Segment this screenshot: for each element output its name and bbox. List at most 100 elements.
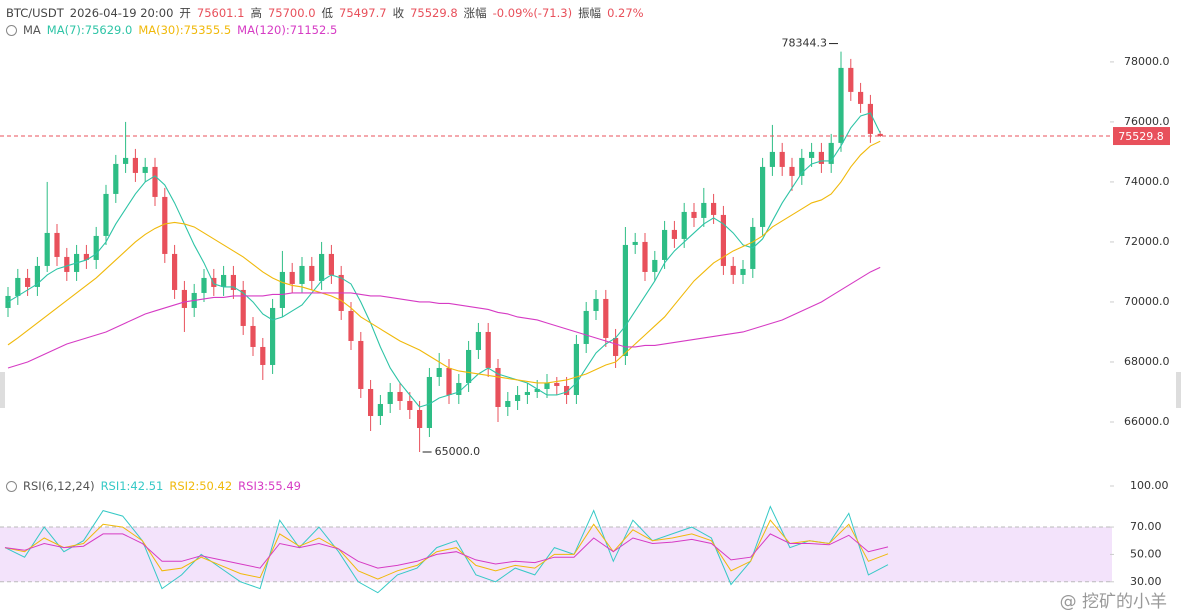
y-tick-label: 78000.0 [1124, 55, 1170, 68]
toggle-icon[interactable] [6, 480, 17, 492]
candle-body [809, 151, 815, 158]
y-tick-label: 72000.0 [1124, 235, 1170, 248]
candle-body [289, 271, 295, 284]
candle-body [201, 277, 207, 293]
candle-body [858, 91, 864, 104]
candle-body [328, 253, 334, 275]
y-tick-label: 74000.0 [1124, 175, 1170, 188]
candle-body [377, 403, 383, 416]
header-item: -0.09%(-71.3) [492, 6, 573, 20]
header-item: BTC/USDT [6, 6, 64, 20]
legend-entry: MA(30):75355.5 [138, 23, 232, 37]
last-price-label: 75529.8 [1118, 130, 1164, 143]
candle-body [221, 274, 227, 287]
candle-body [554, 382, 560, 386]
candle-body [299, 265, 305, 284]
candle-body [417, 409, 423, 428]
candle-body [162, 196, 168, 254]
candle-body [838, 67, 844, 143]
candle-body [152, 166, 158, 197]
candle-body [240, 289, 246, 326]
candle-body [270, 307, 276, 365]
candle-body [485, 331, 491, 368]
candle-body [789, 166, 795, 176]
last-price-box [1113, 127, 1170, 146]
candle-body [456, 382, 462, 395]
candle-body [603, 298, 609, 338]
ma-line [7, 112, 881, 408]
y-tick-label: 70.00 [1130, 520, 1162, 533]
header-item: 开 [179, 6, 191, 20]
header-item: 75497.7 [339, 6, 387, 20]
rsi-line [4, 505, 889, 594]
candle-body [867, 103, 873, 134]
candle-body [260, 346, 266, 365]
candle-body [681, 211, 687, 239]
ma-legend: MA MA(7):75629.0 MA(30):75355.5 MA(120):711… [6, 23, 337, 37]
toggle-icon[interactable] [6, 24, 17, 36]
candle-body [848, 67, 854, 92]
right-handle[interactable] [1176, 372, 1181, 408]
candle-body [760, 166, 766, 227]
candle-body [662, 229, 668, 260]
candle-body [54, 232, 60, 257]
candle-body [642, 241, 648, 272]
candle-body [426, 376, 432, 428]
candle-body [132, 157, 138, 173]
legend-entry: MA(7):75629.0 [46, 23, 133, 37]
candle-body [769, 151, 775, 167]
candle-body [515, 394, 521, 401]
candle-body [44, 232, 50, 266]
candle-body [613, 337, 619, 356]
candle-body [279, 271, 285, 308]
legend-entry: RSI2:50.42 [169, 479, 233, 493]
candle-body [113, 163, 119, 194]
candle-body [368, 388, 374, 416]
candle-body [230, 274, 236, 290]
header-item: 收 [392, 6, 405, 20]
legend-title: MA [23, 23, 41, 37]
y-tick-label: 76000.0 [1124, 115, 1170, 128]
low-label: 65000.0 [435, 445, 481, 458]
rsi-title: RSI(6,12,24) [23, 479, 95, 493]
ohlc-header: BTC/USDT 2026-04-19 20:00 开 75601.1 高 75700.0… [6, 5, 644, 21]
candle-body [436, 367, 442, 377]
candle-body [142, 166, 148, 173]
candle-body [5, 295, 11, 308]
header-item: 0.27% [607, 6, 644, 20]
candle-body [711, 202, 717, 215]
candle-body [632, 241, 638, 245]
candle-body [358, 340, 364, 389]
candle-body [652, 259, 658, 272]
candle-body [495, 367, 501, 407]
watermark: @ 挖矿的小羊 [1059, 592, 1167, 612]
candle-body [593, 298, 599, 311]
candle-body [172, 253, 178, 290]
ma-line [7, 140, 881, 384]
rsi-legend: RSI(6,12,24) RSI1:42.51 RSI2:50.42 RSI3:55.… [6, 479, 301, 493]
candle-body [701, 202, 707, 218]
candle-body [475, 331, 481, 350]
candle-body [83, 253, 89, 260]
legend-entry: MA(120):71152.5 [237, 23, 338, 37]
candle-body [309, 265, 315, 281]
candle-body [25, 277, 31, 287]
y-tick-label: 30.00 [1130, 575, 1162, 588]
candle-body [181, 289, 187, 308]
ma-line [7, 266, 881, 369]
header-item: 2026-04-19 20:00 [69, 6, 174, 20]
header-item: 涨幅 [463, 6, 487, 20]
candle-body [123, 157, 129, 164]
y-tick-label: 68000.0 [1124, 355, 1170, 368]
header-item: 75700.0 [267, 6, 316, 20]
header-item: 振幅 [578, 6, 602, 20]
y-tick-label: 70000.0 [1124, 295, 1170, 308]
candle-body [64, 256, 70, 272]
legend-entry: RSI1:42.51 [100, 479, 164, 493]
candle-body [730, 265, 736, 275]
candle-body [740, 268, 746, 275]
candle-body [15, 277, 21, 296]
candle-body [319, 253, 325, 281]
left-handle[interactable] [0, 372, 5, 408]
